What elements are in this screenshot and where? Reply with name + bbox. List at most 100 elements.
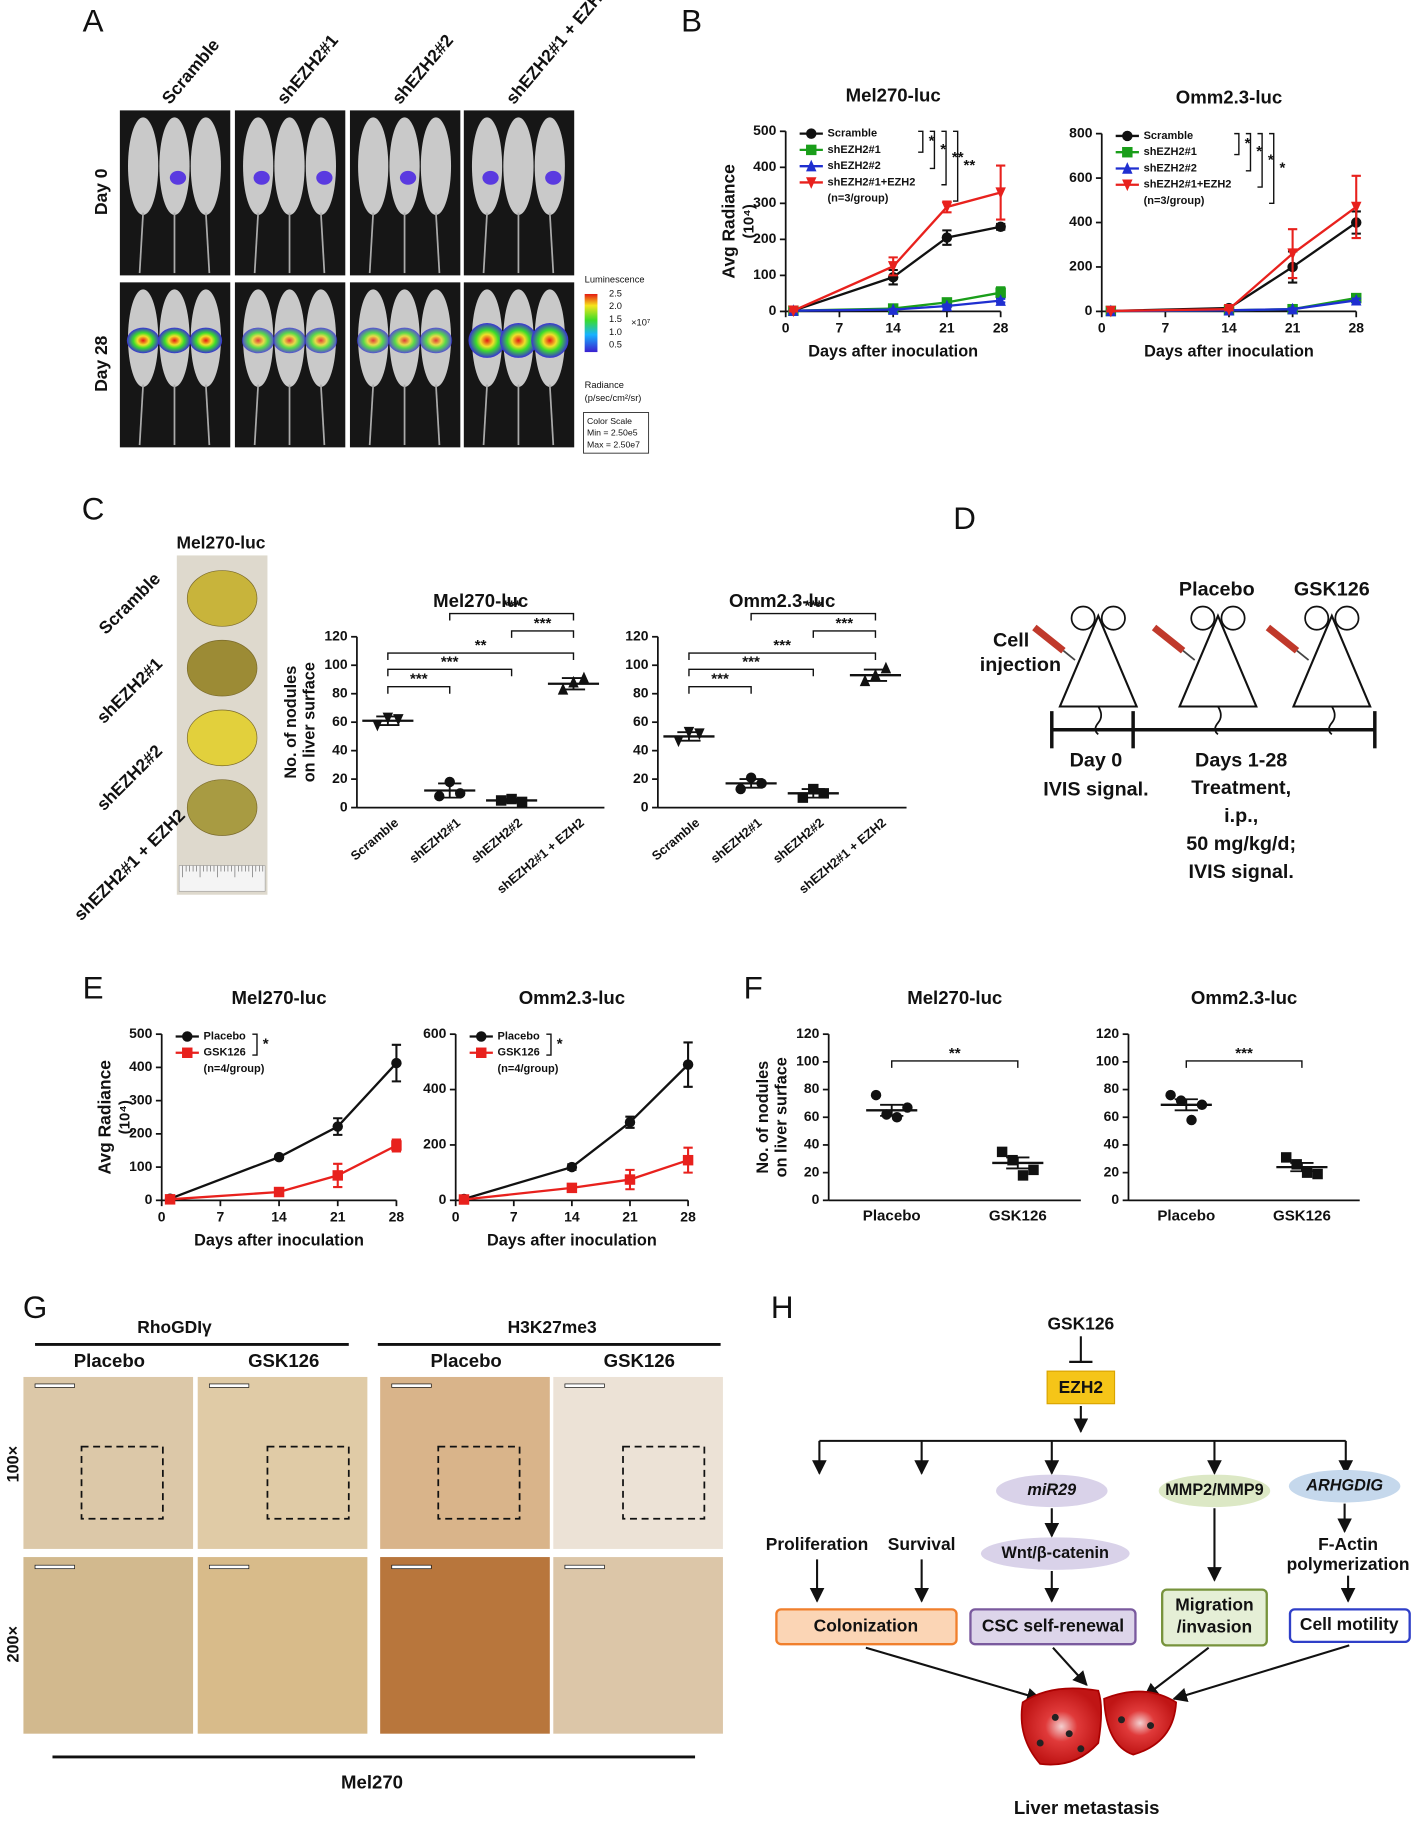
point [1122,130,1133,142]
y-tick-label: 200 [423,1136,447,1152]
legend-note: (n=4/group) [498,1063,559,1075]
point [881,1109,892,1120]
point [806,144,817,156]
point [1017,1170,1029,1181]
timeline-label: IVIS signal. [1043,778,1148,800]
point [995,221,1006,232]
signal [482,170,499,185]
signal [316,170,333,185]
y-tick-label: 500 [129,1025,153,1041]
mouse-ear [1334,605,1360,631]
point [745,772,757,783]
target-label: EZH2 [1059,1377,1104,1397]
significance-label: *** [773,637,791,654]
mouse [274,117,305,215]
point [694,728,705,740]
point [454,788,466,799]
point [382,712,394,725]
point [566,1182,578,1194]
point [673,735,684,748]
signal [189,327,223,354]
significance-label: *** [503,598,521,615]
point [458,1194,470,1205]
significance-label: * [557,1036,563,1053]
point [476,1047,487,1058]
significance-bracket [510,630,575,638]
point [434,790,445,802]
mediator-label: ARHGDIG [1305,1476,1383,1494]
y-axis-label: on liver surface [773,1057,791,1177]
point [1028,1164,1039,1176]
significance-bracket [1245,132,1252,172]
point [995,287,1006,298]
legend-label: shEZH2#1 [1144,146,1197,158]
mouse-icon [1178,613,1258,708]
y-tick-label: 0 [769,302,777,318]
nodule [1036,1739,1044,1747]
x-tick-label: GSK126 [1273,1208,1331,1225]
signal [388,327,421,354]
y-tick-label: 200 [753,230,777,246]
scale-bar [208,1564,250,1570]
y-tick-label: 80 [804,1080,820,1096]
syringe [1265,624,1300,654]
significance-label: * [929,133,935,150]
pathway-label: Wnt/β-catenin [1002,1544,1109,1562]
significance-bracket [688,668,814,677]
y-tick-label: 20 [633,770,649,786]
mouse [358,117,389,215]
legend-label: GSK126 [204,1047,246,1059]
y-tick-label: 400 [423,1080,447,1096]
point [682,1154,694,1166]
significance-label: * [1256,143,1262,160]
point [941,232,953,243]
significance-label: * [1280,159,1286,176]
mediator [1158,1474,1271,1508]
x-tick-label: 7 [510,1208,518,1224]
column-label: shEZH2#1 [273,30,343,108]
signal [419,327,453,354]
y-tick-label: 20 [804,1163,820,1179]
outcome-box [1288,1608,1411,1644]
point [476,1031,487,1042]
significance-label: *** [711,671,729,688]
y-tick-label: 300 [129,1091,153,1107]
stain-label: H3K27me3 [508,1317,597,1337]
ihc-image [380,1557,550,1734]
y-tick-label: 100 [324,656,348,672]
x-tick-label: 21 [1285,320,1301,336]
point [1287,248,1298,261]
mouse-tail [548,212,555,274]
y-tick-label: 400 [753,158,777,174]
point [332,1170,343,1181]
timeline-label: Days 1-28 [1195,749,1287,771]
mouse-tail [548,384,555,446]
arrow [1172,1644,1350,1702]
x-tick-label: 21 [330,1208,346,1224]
outcome-label: Cell motility [1300,1614,1399,1634]
x-axis-label: Days after inoculation [1144,342,1314,360]
zoom-box [80,1445,164,1520]
ihc-image [380,1376,550,1549]
y-tick-label: 40 [332,741,348,757]
point [273,1151,285,1163]
series-line [792,191,1001,312]
x-tick-label: 14 [271,1208,287,1224]
point [870,1089,882,1101]
signal [126,327,160,354]
point [806,159,817,172]
point [391,1057,402,1069]
x-axis-label: Days after inoculation [194,1231,364,1249]
point [444,776,455,788]
column-label: GSK126 [604,1350,675,1371]
y-tick-label: 200 [1069,258,1093,274]
point [164,1194,176,1205]
significance-bracket [1185,1060,1303,1068]
step-label: injection [980,654,1061,676]
outcome-label: Migration [1175,1594,1253,1614]
x-tick-label: 0 [452,1208,460,1224]
panel-letter: A [83,4,104,39]
significance-bracket [688,652,877,661]
zoom-box [437,1445,521,1520]
legend-label: Scramble [828,128,878,140]
